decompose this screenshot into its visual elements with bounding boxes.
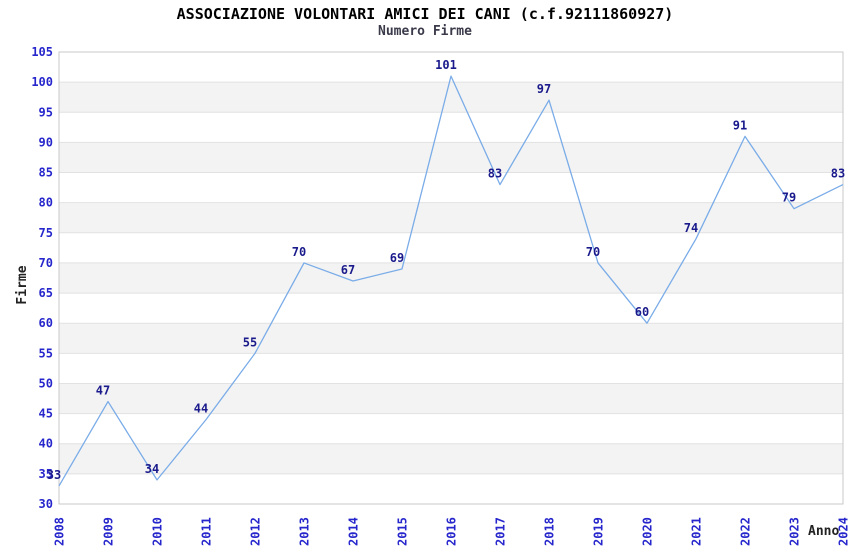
y-tick-label: 45 <box>39 407 53 421</box>
y-tick-label: 85 <box>39 166 53 180</box>
plot-band <box>59 142 843 173</box>
series-line <box>58 75 844 487</box>
x-tick-label: 2018 <box>543 517 557 546</box>
data-point-label: 83 <box>488 167 502 181</box>
plot-band <box>59 82 843 113</box>
data-point-label: 47 <box>96 384 110 398</box>
chart-title: ASSOCIAZIONE VOLONTARI AMICI DEI CANI (c… <box>176 5 674 23</box>
x-tick-label: 2013 <box>298 517 312 546</box>
plot-band <box>59 323 843 354</box>
x-tick-label: 2023 <box>788 517 802 546</box>
y-tick-label: 100 <box>31 75 53 89</box>
chart-subtitle: Numero Firme <box>378 24 472 39</box>
y-tick-label: 95 <box>39 105 53 119</box>
x-tick-label: 2011 <box>200 517 214 546</box>
x-tick-label: 2010 <box>151 517 165 546</box>
plot-band <box>59 262 843 294</box>
y-tick-label: 75 <box>39 226 53 240</box>
y-tick-label: 60 <box>39 316 53 330</box>
data-point-label: 83 <box>831 167 845 181</box>
plot-band <box>59 202 843 233</box>
x-tick-label: 2020 <box>641 517 655 546</box>
y-tick-label: 35 <box>39 467 53 481</box>
x-tick-label: 2009 <box>102 517 116 546</box>
y-tick-label: 90 <box>39 135 53 149</box>
data-point-label: 34 <box>145 462 159 476</box>
x-tick-label: 2024 <box>837 517 850 546</box>
data-point-label: 97 <box>537 82 551 96</box>
x-tick-label: 2021 <box>690 517 704 546</box>
y-tick-label: 30 <box>39 497 53 511</box>
data-point-label: 44 <box>194 402 208 416</box>
x-tick-label: 2015 <box>396 517 410 546</box>
y-tick-label: 50 <box>39 376 53 390</box>
x-tick-label: 2022 <box>739 517 753 546</box>
y-tick-label: 65 <box>39 286 53 300</box>
plot-border <box>58 51 844 505</box>
y-tick-label: 70 <box>39 256 53 270</box>
data-point-label: 70 <box>586 245 600 259</box>
y-tick-label: 80 <box>39 196 53 210</box>
y-tick-label: 40 <box>39 437 53 451</box>
x-tick-label: 2008 <box>53 517 67 546</box>
x-tick-label: 2012 <box>249 517 263 546</box>
x-tick-label: 2019 <box>592 517 606 546</box>
data-point-label: 60 <box>635 305 649 319</box>
x-axis-title: Anno <box>808 524 840 539</box>
x-tick-label: 2017 <box>494 517 508 546</box>
plot-band <box>59 443 843 474</box>
data-point-label: 67 <box>341 263 355 277</box>
y-tick-label: 105 <box>31 45 53 59</box>
plot-band <box>59 383 843 414</box>
data-point-label: 33 <box>47 468 61 482</box>
data-point-label: 91 <box>733 118 747 132</box>
data-point-label: 70 <box>292 245 306 259</box>
data-point-label: 79 <box>782 191 796 205</box>
data-point-label: 69 <box>390 251 404 265</box>
data-point-label: 101 <box>435 58 457 72</box>
y-tick-label: 55 <box>39 346 53 360</box>
data-point-label: 55 <box>243 335 257 349</box>
x-tick-label: 2016 <box>445 517 459 546</box>
x-tick-label: 2014 <box>347 517 361 546</box>
data-point-label: 74 <box>684 221 698 235</box>
